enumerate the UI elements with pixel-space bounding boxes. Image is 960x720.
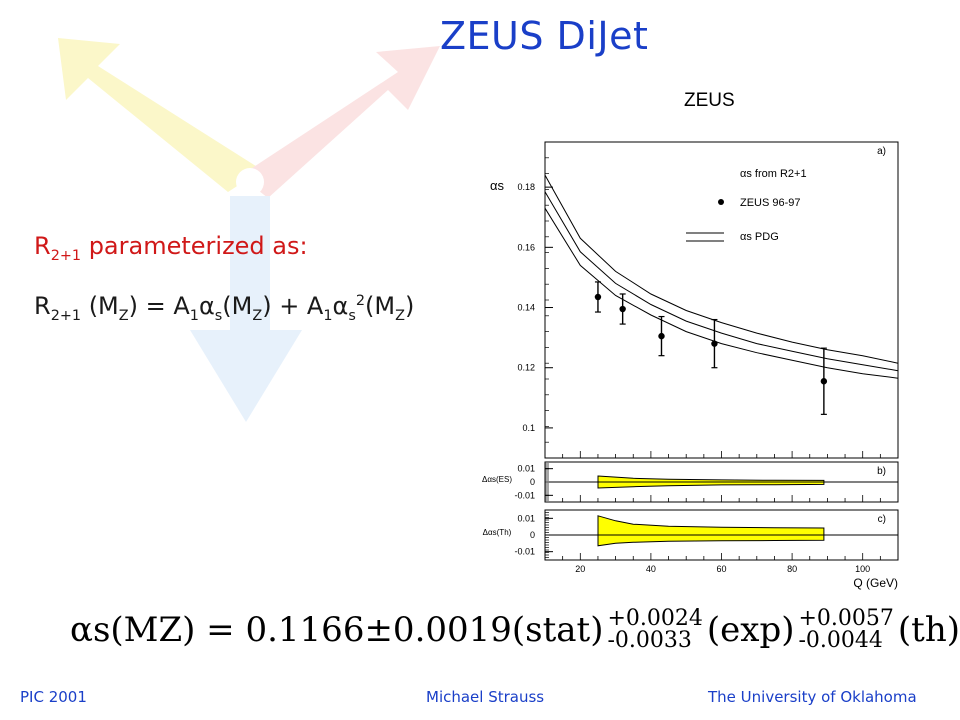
blue-arrow-graphic	[190, 196, 302, 422]
y-tick-label: 0	[530, 477, 535, 487]
eq-square: 2	[355, 293, 365, 309]
eq-equals-a: ) = A	[128, 292, 190, 320]
y-tick-label: -0.01	[514, 547, 535, 557]
y-axis-label: Δαs(Th)	[483, 528, 512, 537]
eq-s1: s	[214, 307, 223, 324]
data-point	[711, 340, 718, 347]
exp-error-stack: +0.0024 -0.0033	[607, 608, 702, 652]
parameterization-heading: R2+1 parameterized as:	[34, 232, 308, 264]
arrow-hub-graphic	[236, 168, 264, 196]
y-tick-label: 0.16	[517, 242, 535, 252]
th-plus: +0.0057	[798, 606, 894, 631]
footer-institution: The University of Oklahoma	[708, 688, 917, 706]
y-tick-label: 0.01	[517, 513, 535, 523]
legend-entry: αs from R2+1	[740, 168, 807, 180]
alpha-s-result: αs(MZ) = 0.1166±0.0019(stat) +0.0024 -0.…	[70, 600, 960, 660]
th-error-stack: +0.0057 -0.0044	[799, 608, 894, 652]
yellow-arrow-graphic	[58, 38, 262, 192]
y-tick-label: 0.18	[517, 182, 535, 192]
th-label: (th)	[897, 610, 960, 650]
y-tick-label: 0.12	[517, 363, 535, 373]
x-tick-label: 100	[855, 564, 870, 574]
panel-label: a)	[877, 146, 886, 157]
y-tick-label: 0	[530, 530, 535, 540]
pdg-curve	[544, 191, 899, 372]
pink-arrow-graphic	[240, 46, 440, 198]
uncertainty-band	[597, 515, 825, 547]
legend-marker	[718, 199, 724, 205]
x-tick-label: 20	[575, 564, 585, 574]
exp-minus: -0.0033	[607, 628, 692, 653]
pdg-curve	[544, 207, 899, 379]
eq-mz3-open: (M	[365, 292, 396, 320]
x-tick-label: 60	[716, 564, 726, 574]
exp-plus: +0.0024	[607, 606, 703, 631]
eq-z3: Z	[395, 307, 405, 324]
y-tick-label: 0.1	[522, 423, 535, 433]
data-point	[820, 378, 828, 385]
eq-plus-a: ) + A	[262, 292, 324, 320]
r-symbol: R	[34, 232, 51, 260]
eq-s2: s	[348, 307, 356, 324]
parameterization-equation: R2+1 (MZ) = A1αs(MZ) + A1αs2(MZ)	[34, 292, 414, 324]
result-main: αs(MZ) = 0.1166±0.0019(stat)	[70, 610, 604, 650]
pdg-curve	[544, 174, 899, 364]
legend-entry: ZEUS 96-97	[740, 197, 801, 209]
eq-a1: 1	[189, 307, 199, 324]
eq-z2: Z	[252, 307, 263, 324]
data-point	[658, 332, 665, 340]
eq-alpha2: α	[332, 292, 349, 320]
legend-entry: αs PDG	[740, 231, 779, 243]
y-tick-label: -0.01	[514, 490, 535, 500]
chart-title: ZEUS	[684, 90, 735, 111]
footer-conference: PIC 2001	[20, 688, 87, 706]
footer-author: Michael Strauss	[426, 688, 545, 706]
y-tick-label: 0.14	[517, 303, 535, 313]
eq-r-sub: 2+1	[50, 307, 82, 324]
y-tick-label: 0.01	[517, 464, 535, 474]
x-axis-label: Q (GeV)	[853, 576, 898, 590]
eq-end: )	[404, 292, 415, 320]
x-tick-label: 40	[646, 564, 656, 574]
param-text: parameterized as:	[81, 232, 308, 260]
eq-mz2-open: (M	[222, 292, 253, 320]
panel-label: c)	[878, 514, 886, 525]
slide-title: ZEUS DiJet	[440, 14, 649, 58]
eq-mz-open: (M	[81, 292, 119, 320]
eq-r: R	[34, 292, 51, 320]
x-tick-label: 80	[787, 564, 797, 574]
y-axis-label: Δαs(ES)	[482, 475, 512, 484]
r-subscript: 2+1	[50, 247, 82, 264]
eq-a2: 1	[323, 307, 333, 324]
data-point	[594, 293, 602, 301]
th-minus: -0.0044	[798, 628, 883, 653]
eq-z1: Z	[118, 307, 129, 324]
eq-alpha: α	[198, 292, 215, 320]
data-point	[619, 305, 626, 313]
panel-label: b)	[877, 466, 886, 477]
exp-label: (exp)	[706, 610, 795, 650]
y-axis-label: αs	[490, 178, 505, 193]
